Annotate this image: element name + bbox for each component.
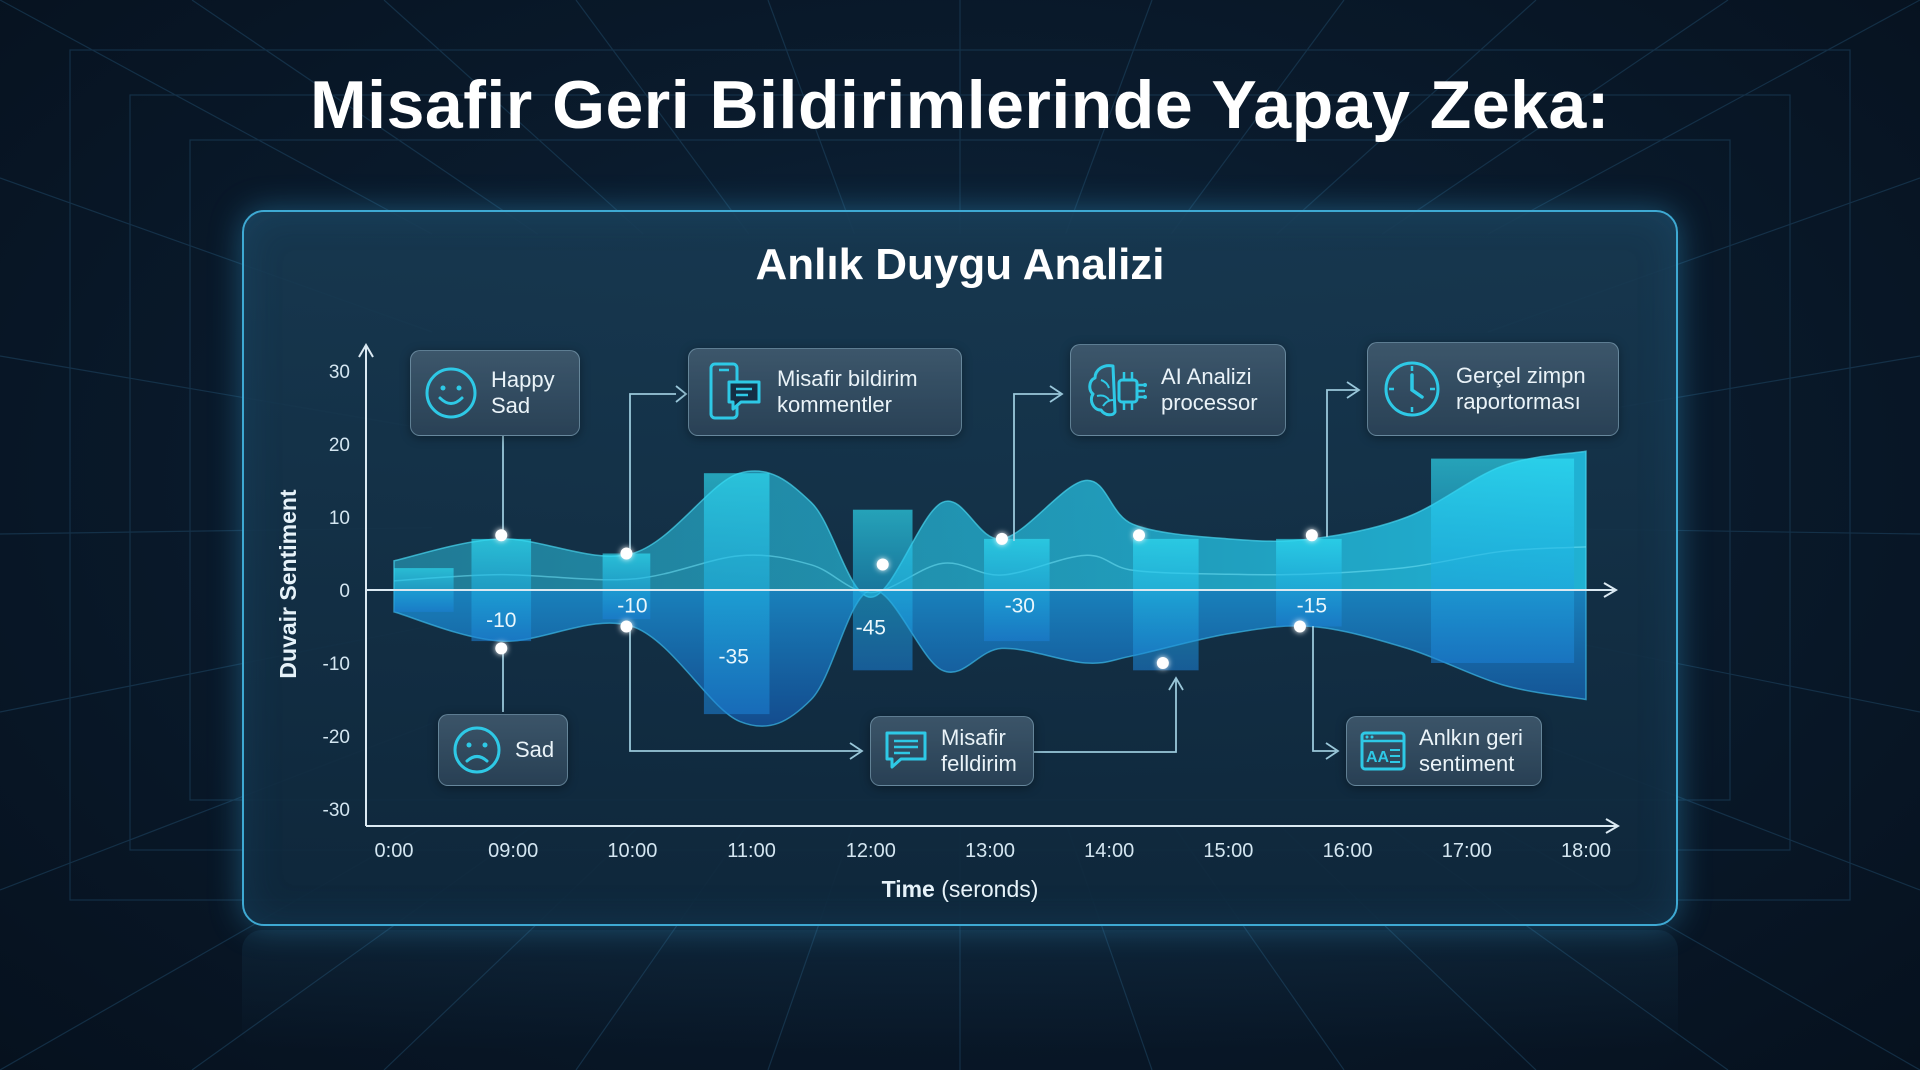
text-recognition-icon: AA xyxy=(1359,730,1407,772)
x-tick-label: 10:00 xyxy=(607,840,657,862)
connector-line xyxy=(1346,381,1361,399)
connector-line xyxy=(1326,389,1357,537)
y-tick-label: 0 xyxy=(339,581,350,602)
data-point xyxy=(495,529,508,542)
x-tick-label: 13:00 xyxy=(965,840,1015,862)
y-tick-label: -30 xyxy=(323,800,350,821)
data-label: -15 xyxy=(1297,595,1327,618)
data-label: -10 xyxy=(486,609,516,632)
data-label: -30 xyxy=(1005,595,1035,618)
connector-line xyxy=(1312,626,1336,752)
x-axis-arrow xyxy=(1605,818,1620,834)
chart-bar xyxy=(1431,458,1575,663)
callout-line: Gerçel zimpn xyxy=(1456,363,1586,388)
chart-bar xyxy=(1133,538,1199,671)
y-tick-label: 20 xyxy=(329,435,350,456)
svg-text:AA: AA xyxy=(1366,749,1390,766)
x-tick-label: 0:00 xyxy=(375,840,414,862)
data-label: -10 xyxy=(617,595,647,618)
data-point xyxy=(620,547,633,560)
callout-line: felldirim xyxy=(941,751,1017,776)
phone-chat-icon xyxy=(701,360,765,424)
y-axis-label: Duvair Sentiment xyxy=(275,489,301,678)
callout-line: AI Analizi xyxy=(1161,364,1252,389)
connector-line xyxy=(629,628,860,752)
x-tick-label: 16:00 xyxy=(1323,840,1373,862)
data-point xyxy=(495,642,508,655)
happy-face-icon xyxy=(423,365,479,421)
connector-line xyxy=(1049,385,1064,403)
x-tick-label: 14:00 xyxy=(1084,840,1134,862)
x-tick-label: 17:00 xyxy=(1442,840,1492,862)
data-point xyxy=(620,620,633,633)
callout-line: Sad xyxy=(491,393,531,418)
data-point xyxy=(1305,529,1318,542)
connector-line xyxy=(1013,393,1060,541)
zero-line-arrow xyxy=(1603,582,1618,598)
data-point xyxy=(876,558,889,571)
x-tick-label: 09:00 xyxy=(488,840,538,862)
data-label: -35 xyxy=(719,646,749,669)
x-tick-label: 11:00 xyxy=(727,840,776,862)
data-point xyxy=(1133,529,1145,542)
data-label: -45 xyxy=(856,617,886,640)
chart-bar xyxy=(1276,538,1342,627)
y-axis-arrow xyxy=(358,343,374,358)
connector-line xyxy=(1325,742,1340,760)
x-tick-label: 12:00 xyxy=(846,840,896,862)
x-tick-label: 18:00 xyxy=(1561,840,1611,862)
x-axis-label: Time (seronds) xyxy=(882,876,1039,902)
y-tick-label: 10 xyxy=(329,508,350,529)
page-title: Misafir Geri Bildirimlerinde Yapay Zeka: xyxy=(310,67,1610,143)
callout-line: Sad xyxy=(515,737,555,762)
chart-title: Anlık Duygu Analizi xyxy=(755,240,1165,289)
callout-misafir-felldirim: Misafir felldirim xyxy=(870,716,1034,786)
callout-sad: Sad xyxy=(438,714,568,786)
x-tick-label: 15:00 xyxy=(1203,840,1253,862)
callout-happy-sad: Happy Sad xyxy=(410,350,580,436)
data-point xyxy=(1293,620,1306,633)
callout-line: raportorması xyxy=(1456,389,1581,414)
callout-gercel-zimpn: Gerçel zimpn raportorması xyxy=(1367,342,1619,436)
connector-line xyxy=(849,742,864,760)
callout-line: processor xyxy=(1161,390,1258,415)
chart-bar xyxy=(602,553,651,620)
chart-bar xyxy=(703,473,770,715)
ai-brain-chip-icon xyxy=(1083,358,1149,422)
y-tick-label: 30 xyxy=(329,362,350,383)
connector-line xyxy=(1034,680,1177,753)
connector-line xyxy=(629,393,676,553)
callout-line: Misafir xyxy=(941,725,1006,750)
callout-line: Happy xyxy=(491,367,555,392)
clock-icon xyxy=(1380,357,1444,421)
callout-line: kommentler xyxy=(777,392,892,417)
callout-line: Misafir bildirim xyxy=(777,366,918,391)
data-point xyxy=(995,532,1008,545)
y-tick-label: -10 xyxy=(323,654,350,675)
callout-anlkin-geri: AA Anlkın geri sentiment xyxy=(1346,716,1542,786)
callout-line: Anlkın geri xyxy=(1419,725,1523,750)
callout-ai-analizi: AI Analizi processor xyxy=(1070,344,1286,436)
connector-line xyxy=(675,385,688,403)
callout-line: sentiment xyxy=(1419,751,1515,776)
card-reflection xyxy=(242,930,1678,1050)
chat-bubble-icon xyxy=(883,729,929,773)
sad-face-icon xyxy=(451,724,503,776)
connector-line xyxy=(1168,676,1184,691)
callout-misafir-bildirim: Misafir bildirim kommentler xyxy=(688,348,962,436)
data-point xyxy=(1156,657,1169,669)
y-tick-label: -20 xyxy=(323,727,350,748)
